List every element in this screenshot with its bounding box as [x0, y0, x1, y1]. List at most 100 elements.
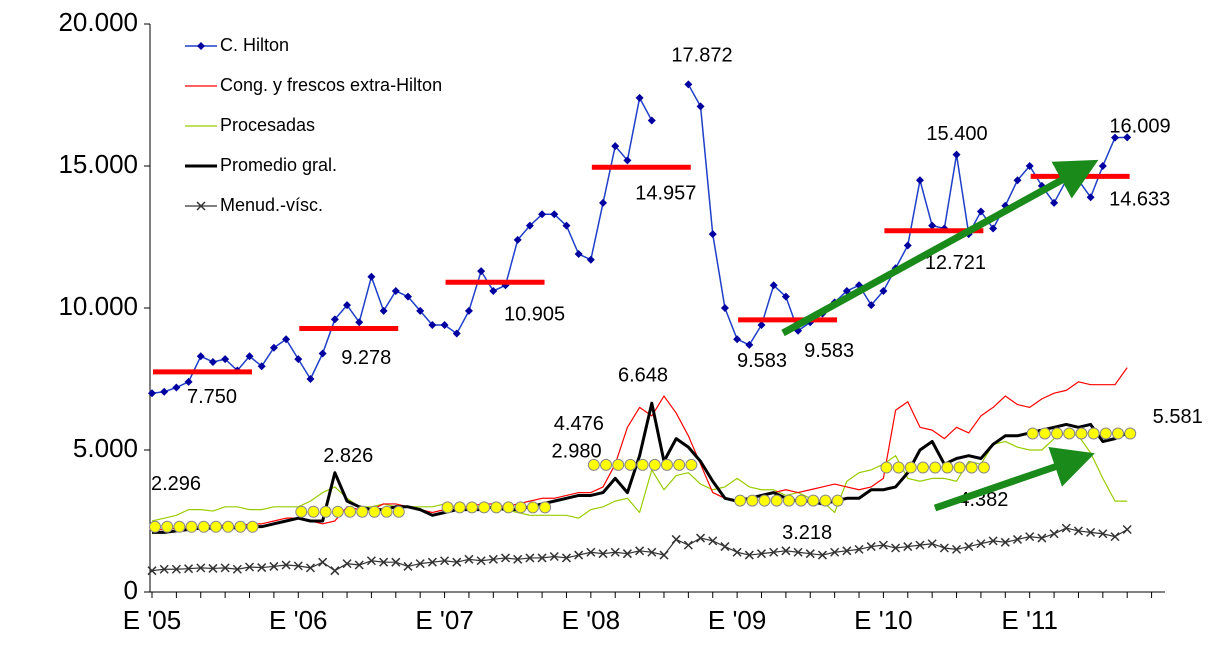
- point: [171, 564, 181, 574]
- y-tick-label: 0: [124, 575, 138, 605]
- point: [476, 556, 486, 566]
- point: [623, 156, 632, 165]
- average-label: 9.583: [804, 340, 854, 362]
- point: [574, 250, 583, 259]
- point: [891, 543, 901, 553]
- average-dot: [673, 458, 686, 471]
- point: [866, 542, 876, 552]
- average-dot: [514, 501, 527, 514]
- average-dot: [953, 461, 966, 474]
- point: [281, 560, 291, 570]
- point: [172, 383, 181, 392]
- point: [306, 375, 315, 383]
- average-label: 3.218: [782, 522, 832, 544]
- point: [1025, 162, 1034, 170]
- point: [354, 560, 364, 570]
- legend-label: Procesadas: [220, 115, 315, 135]
- average-dot: [648, 458, 661, 471]
- average-dot: [636, 458, 649, 471]
- average-dot: [807, 494, 820, 507]
- point: [196, 563, 206, 573]
- point: [574, 550, 584, 560]
- point: [355, 318, 364, 327]
- point: [732, 547, 742, 557]
- point: [513, 554, 523, 564]
- average-dot: [331, 505, 344, 518]
- average-dot: [758, 494, 771, 507]
- point: [147, 566, 157, 576]
- point: [757, 321, 766, 330]
- point: [879, 286, 888, 295]
- point: [403, 561, 413, 571]
- average-label: 14.957: [635, 183, 696, 205]
- point: [464, 306, 473, 315]
- average-dot: [587, 458, 600, 471]
- series-line: [151, 527, 1128, 572]
- point: [1073, 526, 1083, 536]
- average-dot: [246, 520, 259, 533]
- average-dot: [295, 505, 308, 518]
- point: [440, 556, 450, 566]
- point: [403, 292, 412, 301]
- average-dot: [490, 501, 503, 514]
- y-tick-label: 15.000: [58, 149, 138, 179]
- average-dot: [782, 494, 795, 507]
- point: [598, 549, 608, 559]
- point: [538, 210, 547, 219]
- point: [928, 221, 937, 230]
- point: [1123, 133, 1132, 142]
- average-dot: [502, 501, 515, 514]
- average-dot: [612, 458, 625, 471]
- point: [391, 286, 400, 295]
- point: [318, 349, 327, 358]
- average-label: 14.633: [1109, 189, 1170, 211]
- series-line: [151, 97, 653, 394]
- point: [549, 551, 559, 562]
- point: [830, 547, 840, 557]
- point: [903, 241, 912, 250]
- point: [269, 343, 278, 352]
- average-dot: [965, 461, 978, 474]
- y-tick-label: 20.000: [58, 7, 138, 37]
- point: [379, 306, 388, 315]
- point: [952, 150, 961, 159]
- point: [148, 389, 156, 398]
- point: [976, 539, 986, 549]
- average-label: 12.721: [925, 252, 986, 274]
- trend-arrow: [781, 159, 1099, 337]
- point: [611, 142, 620, 151]
- point: [867, 301, 876, 310]
- average-dot: [1124, 427, 1137, 440]
- point: [452, 329, 461, 338]
- average-dot: [161, 520, 174, 533]
- average-dot: [624, 458, 637, 471]
- average-dot: [770, 494, 783, 507]
- point: [733, 335, 742, 344]
- point: [379, 557, 389, 567]
- point: [561, 553, 571, 563]
- point: [622, 549, 632, 559]
- point: [708, 230, 717, 239]
- point: [1098, 162, 1107, 170]
- annotation: 17.872: [671, 45, 732, 67]
- point: [245, 352, 254, 361]
- point: [683, 540, 693, 550]
- point: [184, 564, 194, 574]
- average-dot: [441, 501, 454, 514]
- average-dot: [904, 461, 917, 474]
- point: [744, 550, 754, 560]
- legend-label: Menud.-vísc.: [220, 195, 323, 215]
- annotation: 16.009: [1109, 116, 1170, 138]
- average-label: 2.826: [323, 445, 373, 467]
- average-dot: [465, 501, 478, 514]
- point: [427, 557, 437, 567]
- average-dot: [209, 520, 222, 533]
- average-dot: [539, 501, 552, 514]
- point: [927, 539, 937, 549]
- average-dot: [1112, 427, 1125, 440]
- point: [342, 559, 352, 569]
- point: [915, 176, 924, 185]
- point: [537, 553, 547, 563]
- average-dot: [892, 461, 905, 474]
- point: [684, 80, 693, 89]
